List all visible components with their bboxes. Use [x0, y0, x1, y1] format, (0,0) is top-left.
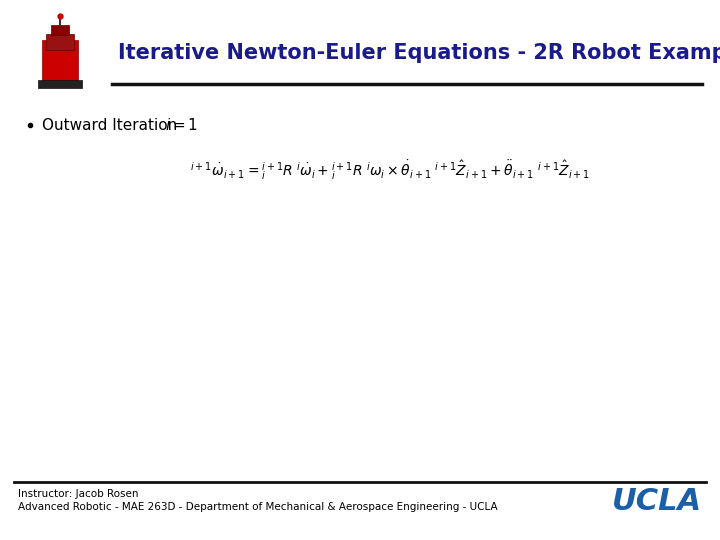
Text: Outward Iteration: Outward Iteration [42, 118, 177, 132]
Text: Instructor: Jacob Rosen: Instructor: Jacob Rosen [18, 489, 138, 499]
FancyBboxPatch shape [51, 25, 69, 35]
Text: Advanced Robotic - MAE 263D - Department of Mechanical & Aerospace Engineering -: Advanced Robotic - MAE 263D - Department… [18, 502, 498, 512]
FancyBboxPatch shape [46, 34, 74, 50]
Text: ${}^{i+1}\dot{\omega}_{i+1} = {}^{i+1}_{i}R\;{}^{i}\dot{\omega}_{i} + {}^{i+1}_{: ${}^{i+1}\dot{\omega}_{i+1} = {}^{i+1}_{… [190, 158, 590, 182]
Text: $i = 1$: $i = 1$ [165, 117, 198, 133]
Text: Iterative Newton-Euler Equations - 2R Robot Example: Iterative Newton-Euler Equations - 2R Ro… [118, 43, 720, 63]
FancyBboxPatch shape [42, 40, 78, 82]
FancyBboxPatch shape [38, 80, 82, 88]
Text: UCLA: UCLA [612, 488, 702, 516]
